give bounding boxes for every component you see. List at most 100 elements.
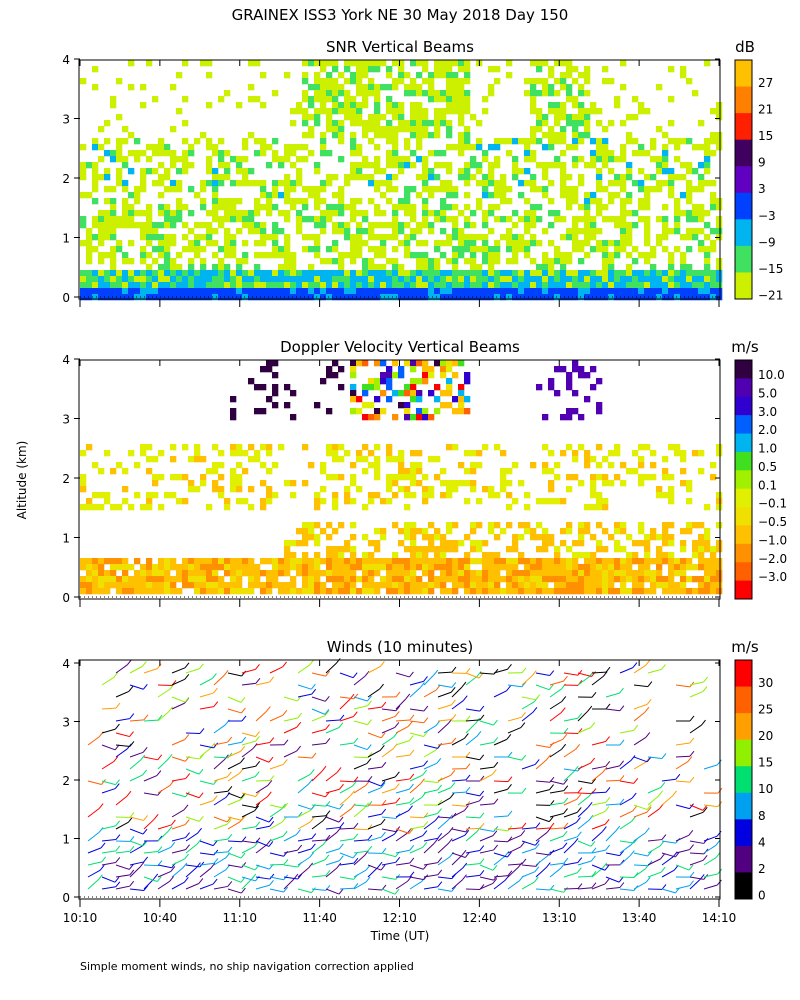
- snr-cell: [410, 294, 417, 301]
- wind-barb: [423, 749, 437, 758]
- doppler-cell: [716, 522, 723, 529]
- wind-barb: [633, 804, 648, 811]
- doppler-cell: [284, 402, 291, 409]
- snr-cell: [596, 240, 603, 247]
- snr-cell: [704, 246, 711, 253]
- snr-cell: [716, 204, 723, 211]
- snr-cell: [362, 126, 369, 133]
- snr-cell: [386, 132, 393, 139]
- snr-cell: [116, 294, 123, 301]
- snr-cell: [362, 102, 369, 109]
- snr-cell: [434, 270, 441, 277]
- wind-barb-feather: [423, 760, 428, 766]
- doppler-cell: [122, 564, 129, 571]
- winds-panel: Winds (10 minutes) 10:10 10:40 11:10 11:40 1…: [62, 638, 773, 925]
- snr-cell: [368, 258, 375, 265]
- doppler-cell: [398, 456, 405, 463]
- snr-cell: [560, 174, 567, 181]
- doppler-cell: [248, 582, 255, 589]
- doppler-cell: [500, 576, 507, 583]
- doppler-cell: [260, 462, 267, 469]
- snr-cell: [212, 228, 219, 235]
- snr-cell: [566, 252, 573, 259]
- snr-cell: [290, 258, 297, 265]
- snr-cell: [116, 222, 123, 229]
- snr-cell: [368, 222, 375, 229]
- wind-barb-feather: [419, 682, 425, 688]
- snr-cell: [476, 294, 483, 301]
- wind-barb-feather: [421, 792, 427, 798]
- doppler-cell: [434, 582, 441, 589]
- snr-cell: [446, 276, 453, 283]
- doppler-cell: [98, 582, 105, 589]
- wind-barb-feather: [462, 874, 467, 881]
- doppler-cell: [632, 450, 639, 457]
- snr-cell: [86, 228, 93, 235]
- doppler-cell: [494, 588, 501, 595]
- snr-cell: [428, 168, 435, 175]
- wind-barb-feather: [689, 844, 694, 850]
- snr-cell: [344, 288, 351, 295]
- snr-cell: [416, 144, 423, 151]
- snr-cell: [422, 174, 429, 181]
- doppler-cell: [326, 372, 333, 379]
- doppler-cell: [398, 372, 405, 379]
- wind-barb: [213, 851, 228, 854]
- wind-barb: [157, 864, 172, 869]
- wind-barb: [381, 748, 394, 758]
- snr-cell: [626, 294, 633, 301]
- snr-cell: [560, 84, 567, 91]
- doppler-cell: [410, 414, 417, 421]
- snr-cell: [368, 90, 375, 97]
- snr-cell: [434, 240, 441, 247]
- doppler-cell: [374, 570, 381, 577]
- snr-cell: [368, 198, 375, 205]
- snr-cell: [140, 228, 147, 235]
- snr-cell: [554, 216, 561, 223]
- wind-barb-feather: [660, 782, 666, 788]
- snr-cell: [470, 240, 477, 247]
- snr-cell: [236, 276, 243, 283]
- wind-barb-feather: [351, 781, 357, 787]
- wind-barb: [423, 820, 436, 830]
- snr-cell: [566, 174, 573, 181]
- doppler-cell: [434, 396, 441, 403]
- wind-barb-feather: [479, 812, 485, 819]
- wind-barb: [353, 744, 368, 751]
- snr-cell: [350, 282, 357, 289]
- wind-barb-feather: [213, 858, 219, 864]
- snr-cell: [434, 132, 441, 139]
- snr-cell: [398, 282, 405, 289]
- snr-cell: [404, 144, 411, 151]
- snr-cell: [398, 222, 405, 229]
- doppler-cell: [146, 504, 153, 511]
- wind-barb: [339, 862, 354, 866]
- snr-cell: [464, 96, 471, 103]
- doppler-cell: [554, 552, 561, 559]
- wind-barb: [157, 785, 171, 794]
- snr-cell: [416, 264, 423, 271]
- snr-cell: [602, 144, 609, 151]
- snr-cell: [596, 294, 603, 301]
- wind-barb: [311, 742, 326, 746]
- wind-barb-feather: [197, 827, 202, 834]
- snr-cell: [566, 282, 573, 289]
- doppler-cell: [362, 570, 369, 577]
- wind-barb: [423, 689, 437, 698]
- doppler-cell: [590, 582, 597, 589]
- snr-cell: [446, 288, 453, 295]
- doppler-cell: [518, 552, 525, 559]
- doppler-cell: [674, 570, 681, 577]
- doppler-field-layer: [80, 360, 723, 595]
- wind-barb: [241, 878, 253, 890]
- snr-cell: [152, 294, 159, 301]
- doppler-cell: [188, 564, 195, 571]
- wind-barb-feather: [115, 857, 121, 863]
- wind-barb-feather: [352, 852, 358, 859]
- doppler-cell: [446, 522, 453, 529]
- snr-cell: [230, 204, 237, 211]
- snr-cell: [464, 60, 471, 67]
- doppler-cell: [242, 498, 249, 505]
- wind-barb-feather: [169, 780, 175, 786]
- wind-barb: [213, 741, 228, 746]
